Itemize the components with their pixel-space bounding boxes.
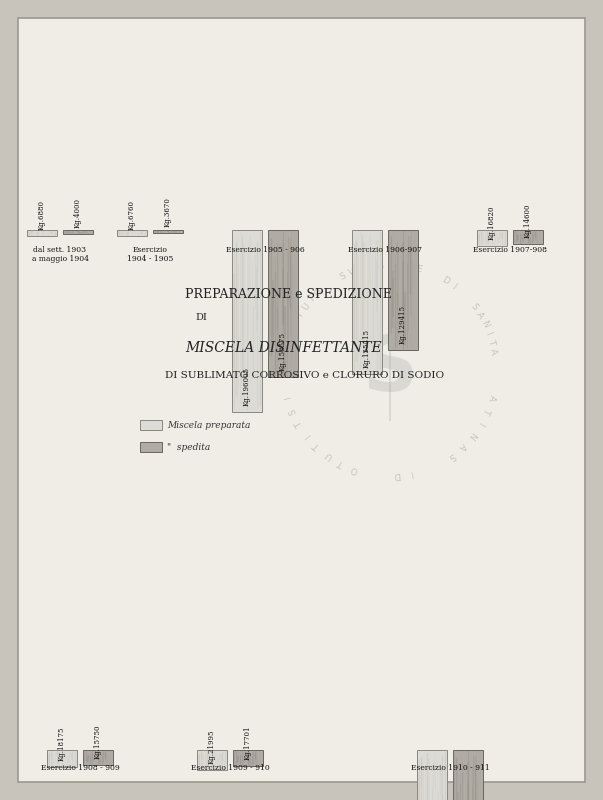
Text: I: I xyxy=(484,330,493,336)
Bar xyxy=(388,230,418,350)
Bar xyxy=(477,230,507,246)
Text: T: T xyxy=(313,441,323,451)
Text: R: R xyxy=(377,261,384,270)
Text: Esercizio 1905 - 906: Esercizio 1905 - 906 xyxy=(226,246,305,254)
Text: Esercizio 1907-908: Esercizio 1907-908 xyxy=(473,246,547,254)
Bar xyxy=(352,230,382,374)
Text: E: E xyxy=(367,262,374,272)
Text: Esercizio
1904 - 1905: Esercizio 1904 - 1905 xyxy=(127,246,173,263)
Text: Esercizio 1909 - 910: Esercizio 1909 - 910 xyxy=(191,764,270,772)
Text: Kg.158575: Kg.158575 xyxy=(279,332,287,371)
Text: Kg.4000: Kg.4000 xyxy=(74,198,82,228)
Text: DI SUBLIMATO CORROSIVO e CLORURO DI SODIO: DI SUBLIMATO CORROSIVO e CLORURO DI SODI… xyxy=(165,370,444,379)
Text: I: I xyxy=(282,350,291,354)
Text: A: A xyxy=(457,441,467,452)
Text: S: S xyxy=(338,271,347,282)
Text: I: I xyxy=(304,432,312,439)
Text: O: O xyxy=(350,463,359,474)
Text: Kg.15750: Kg.15750 xyxy=(94,724,102,758)
Text: Esercizio 1906-907: Esercizio 1906-907 xyxy=(348,246,422,254)
Text: N: N xyxy=(479,319,490,329)
Bar xyxy=(140,442,162,452)
Text: Esercizio 1910 - 911: Esercizio 1910 - 911 xyxy=(411,764,490,772)
Text: Kg.3670: Kg.3670 xyxy=(164,198,172,227)
Text: A: A xyxy=(474,310,485,320)
Text: Miscela preparata: Miscela preparata xyxy=(167,421,250,430)
Text: Esercizio 1908 - 909: Esercizio 1908 - 909 xyxy=(40,764,119,772)
Text: I: I xyxy=(291,321,300,327)
Text: T: T xyxy=(486,338,496,346)
Text: Kg.196005: Kg.196005 xyxy=(243,367,251,406)
Text: Kg.6760: Kg.6760 xyxy=(128,200,136,230)
Text: Kg.17701: Kg.17701 xyxy=(244,726,252,761)
Text: PREPARAZIONE e SPEDIZIONE: PREPARAZIONE e SPEDIZIONE xyxy=(185,289,392,302)
Text: T: T xyxy=(482,406,492,415)
Text: P: P xyxy=(357,264,365,274)
Text: I: I xyxy=(409,468,414,478)
Bar xyxy=(47,750,77,767)
Text: A: A xyxy=(488,348,498,355)
Bar xyxy=(117,230,147,236)
Bar xyxy=(268,230,298,378)
Text: Kg.6880: Kg.6880 xyxy=(38,200,46,230)
Text: I: I xyxy=(284,394,293,400)
Text: D: D xyxy=(394,470,401,479)
Text: V: V xyxy=(347,267,356,278)
Text: T: T xyxy=(294,419,305,428)
Text: T: T xyxy=(307,294,317,305)
Text: T: T xyxy=(286,329,297,337)
Text: Kg.129415: Kg.129415 xyxy=(399,305,407,344)
Bar xyxy=(83,750,113,765)
Text: Kg.18175: Kg.18175 xyxy=(58,726,66,761)
Text: Kg.155415: Kg.155415 xyxy=(363,330,371,368)
Text: I: I xyxy=(450,282,458,291)
Text: D: D xyxy=(440,275,451,286)
Text: Kg.14600: Kg.14600 xyxy=(524,203,532,238)
Text: A: A xyxy=(486,393,496,402)
Text: O: O xyxy=(396,261,403,270)
Text: R: R xyxy=(406,262,413,272)
Text: MISCELA DISINFETTANTE: MISCELA DISINFETTANTE xyxy=(185,341,382,355)
Text: dal sett. 1903
a maggio 1904: dal sett. 1903 a maggio 1904 xyxy=(31,246,89,263)
Bar xyxy=(453,750,483,800)
Bar xyxy=(153,230,183,234)
Bar xyxy=(513,230,543,243)
Bar xyxy=(63,230,93,234)
Bar xyxy=(417,750,447,800)
Text: T: T xyxy=(295,310,306,320)
Text: T: T xyxy=(337,458,346,468)
Bar xyxy=(140,420,162,430)
Text: "  spedita: " spedita xyxy=(167,442,210,451)
Bar xyxy=(232,230,262,412)
Bar xyxy=(233,750,263,766)
Text: S: S xyxy=(446,450,456,461)
Text: I: I xyxy=(476,420,485,427)
Text: E: E xyxy=(415,264,423,274)
Text: U: U xyxy=(300,302,311,313)
Text: I: I xyxy=(389,261,391,270)
Bar xyxy=(27,230,57,236)
Text: DI: DI xyxy=(195,314,207,322)
Text: S: S xyxy=(288,406,298,415)
Text: S: S xyxy=(469,302,479,312)
Text: N: N xyxy=(466,430,478,441)
Text: S: S xyxy=(362,333,417,407)
Text: O: O xyxy=(313,287,324,298)
Text: Kg.16820: Kg.16820 xyxy=(488,205,496,240)
Text: S: S xyxy=(283,338,294,346)
Text: Kg.21995: Kg.21995 xyxy=(208,730,216,765)
Text: U: U xyxy=(324,450,334,461)
Bar xyxy=(197,750,227,770)
